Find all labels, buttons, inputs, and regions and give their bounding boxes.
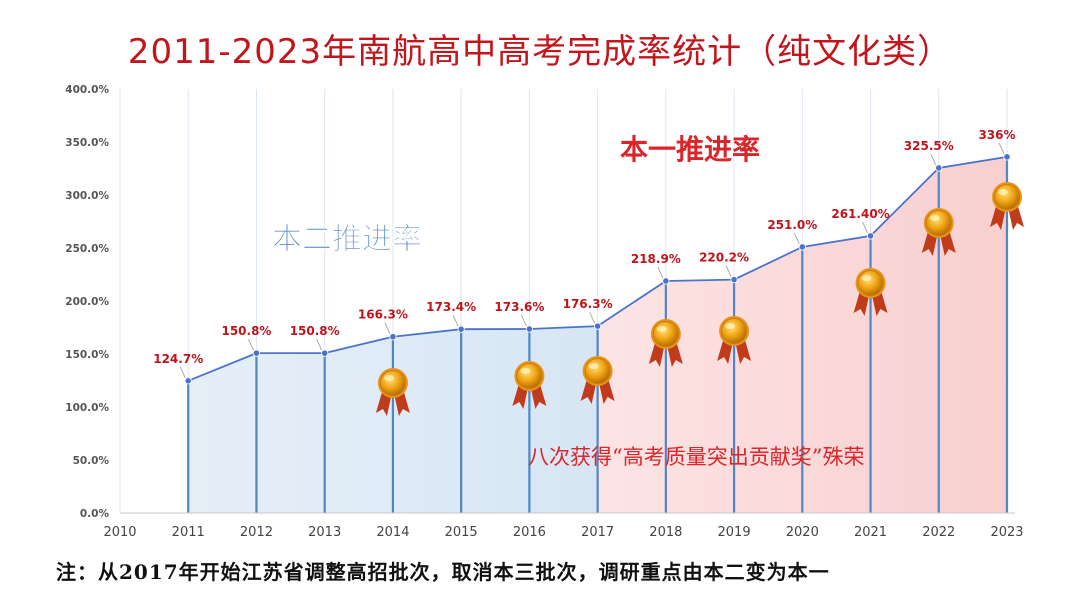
y-tick-label: 50.0% — [73, 455, 110, 467]
medal-icon — [990, 182, 1024, 230]
data-point — [457, 325, 465, 333]
medal-icon — [648, 319, 683, 367]
x-tick-label: 2018 — [649, 525, 682, 540]
x-tick-label: 2013 — [308, 525, 341, 540]
x-tick-label: 2012 — [240, 525, 273, 540]
label-leader — [657, 266, 664, 279]
y-tick-label: 350.0% — [65, 137, 109, 149]
y-tick-label: 200.0% — [65, 296, 109, 308]
y-tick-label: 150.0% — [65, 349, 109, 361]
x-tick-label: 2011 — [172, 525, 205, 540]
label-leader — [862, 221, 868, 234]
data-point — [252, 349, 261, 357]
data-label: 150.8% — [221, 324, 271, 338]
data-label: 173.6% — [494, 300, 544, 314]
label-leader — [725, 265, 732, 277]
data-point — [321, 349, 329, 357]
y-tick-label: 0.0% — [80, 508, 110, 520]
label-leader — [452, 315, 459, 327]
label-leader — [384, 322, 391, 334]
medal-icon — [512, 361, 547, 409]
label-leader — [998, 142, 1005, 155]
medal-icon — [717, 316, 752, 364]
y-tick-label: 400.0% — [65, 84, 109, 96]
footnote: 注：从2017年开始江苏省调整高招批次，取消本三批次，调研重点由本二变为本一 — [56, 560, 830, 584]
label-leader — [930, 153, 937, 166]
x-tick-label: 2022 — [922, 525, 955, 540]
annotation-benji2: 本二推进率 — [272, 222, 422, 257]
label-leader — [316, 338, 323, 351]
data-label: 124.7% — [153, 352, 203, 366]
x-tick-label: 2016 — [513, 525, 546, 540]
label-leader — [793, 232, 800, 245]
x-tick-label: 2020 — [786, 525, 819, 540]
data-label: 173.4% — [426, 300, 476, 314]
label-leader — [248, 338, 254, 351]
data-label: 251.0% — [767, 218, 817, 232]
data-label: 336% — [978, 128, 1015, 142]
data-point — [730, 275, 738, 284]
x-tick-label: 2021 — [854, 525, 887, 540]
data-point — [525, 325, 533, 333]
annotation-award: 八次获得“高考质量突出贡献奖”殊荣 — [528, 445, 864, 469]
data-point — [389, 333, 397, 341]
chart-title: 2011-2023年南航高中高考完成率统计（纯文化类） — [127, 32, 953, 72]
label-leader — [179, 366, 186, 378]
data-point — [662, 277, 670, 285]
data-point — [866, 232, 875, 240]
data-label: 220.2% — [699, 251, 749, 265]
data-label: 325.5% — [904, 139, 954, 153]
x-tick-label: 2023 — [990, 525, 1023, 540]
x-tick-label: 2019 — [718, 525, 751, 540]
medal-icon — [921, 208, 956, 256]
medal-icon — [853, 268, 888, 316]
medal-icon — [375, 368, 410, 416]
x-tick-label: 2017 — [581, 525, 614, 540]
data-label: 261.40% — [831, 207, 889, 221]
annotation-benji1: 本一推进率 — [620, 133, 760, 166]
data-point — [594, 322, 602, 330]
medal-icon — [580, 356, 615, 404]
data-label: 150.8% — [290, 324, 340, 338]
data-label: 176.3% — [563, 297, 613, 311]
data-point — [184, 377, 192, 385]
data-label: 166.3% — [358, 308, 408, 322]
x-tick-label: 2014 — [376, 525, 409, 540]
data-point — [798, 243, 806, 251]
data-point — [935, 164, 943, 172]
y-tick-label: 100.0% — [65, 402, 109, 414]
x-tick-label: 2015 — [445, 525, 478, 540]
data-label: 218.9% — [631, 252, 681, 266]
x-tick-label: 2010 — [103, 525, 136, 540]
y-tick-label: 250.0% — [65, 243, 109, 255]
label-leader — [521, 314, 527, 327]
data-point — [1003, 153, 1011, 161]
y-tick-label: 300.0% — [65, 190, 109, 202]
label-leader — [589, 311, 595, 324]
